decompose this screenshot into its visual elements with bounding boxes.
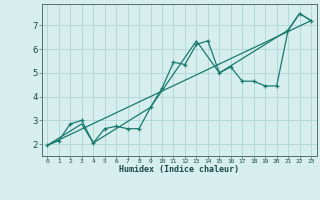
X-axis label: Humidex (Indice chaleur): Humidex (Indice chaleur): [119, 165, 239, 174]
